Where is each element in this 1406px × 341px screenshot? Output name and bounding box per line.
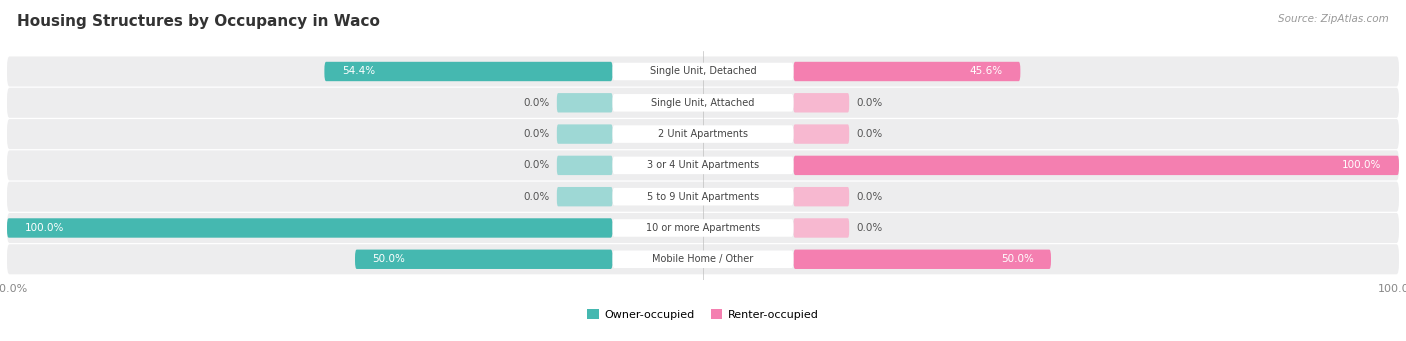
Text: 100.0%: 100.0% bbox=[24, 223, 63, 233]
Text: 54.4%: 54.4% bbox=[342, 66, 375, 76]
Text: Single Unit, Detached: Single Unit, Detached bbox=[650, 66, 756, 76]
FancyBboxPatch shape bbox=[793, 218, 849, 238]
Text: Mobile Home / Other: Mobile Home / Other bbox=[652, 254, 754, 264]
FancyBboxPatch shape bbox=[7, 218, 613, 238]
Text: 0.0%: 0.0% bbox=[523, 98, 550, 108]
Text: 0.0%: 0.0% bbox=[856, 129, 883, 139]
FancyBboxPatch shape bbox=[557, 124, 613, 144]
FancyBboxPatch shape bbox=[793, 156, 1399, 175]
Text: 10 or more Apartments: 10 or more Apartments bbox=[645, 223, 761, 233]
Text: 3 or 4 Unit Apartments: 3 or 4 Unit Apartments bbox=[647, 160, 759, 170]
Text: 100.0%: 100.0% bbox=[1343, 160, 1382, 170]
FancyBboxPatch shape bbox=[613, 219, 793, 237]
FancyBboxPatch shape bbox=[7, 182, 1399, 212]
Text: 50.0%: 50.0% bbox=[1001, 254, 1033, 264]
FancyBboxPatch shape bbox=[793, 187, 849, 206]
FancyBboxPatch shape bbox=[557, 187, 613, 206]
Legend: Owner-occupied, Renter-occupied: Owner-occupied, Renter-occupied bbox=[583, 305, 823, 324]
FancyBboxPatch shape bbox=[793, 93, 849, 113]
FancyBboxPatch shape bbox=[7, 213, 1399, 243]
FancyBboxPatch shape bbox=[613, 251, 793, 268]
FancyBboxPatch shape bbox=[613, 63, 793, 80]
Text: 45.6%: 45.6% bbox=[970, 66, 1002, 76]
FancyBboxPatch shape bbox=[7, 57, 1399, 87]
Text: 0.0%: 0.0% bbox=[523, 160, 550, 170]
Text: 0.0%: 0.0% bbox=[523, 129, 550, 139]
Text: 0.0%: 0.0% bbox=[856, 98, 883, 108]
Text: 50.0%: 50.0% bbox=[373, 254, 405, 264]
FancyBboxPatch shape bbox=[793, 250, 1052, 269]
Text: Housing Structures by Occupancy in Waco: Housing Structures by Occupancy in Waco bbox=[17, 14, 380, 29]
FancyBboxPatch shape bbox=[557, 93, 613, 113]
FancyBboxPatch shape bbox=[613, 188, 793, 205]
FancyBboxPatch shape bbox=[557, 156, 613, 175]
FancyBboxPatch shape bbox=[793, 62, 1021, 81]
FancyBboxPatch shape bbox=[7, 88, 1399, 118]
Text: Source: ZipAtlas.com: Source: ZipAtlas.com bbox=[1278, 14, 1389, 24]
Text: 0.0%: 0.0% bbox=[856, 223, 883, 233]
FancyBboxPatch shape bbox=[325, 62, 613, 81]
FancyBboxPatch shape bbox=[7, 150, 1399, 180]
FancyBboxPatch shape bbox=[613, 94, 793, 112]
FancyBboxPatch shape bbox=[613, 157, 793, 174]
Text: 0.0%: 0.0% bbox=[856, 192, 883, 202]
Text: 2 Unit Apartments: 2 Unit Apartments bbox=[658, 129, 748, 139]
FancyBboxPatch shape bbox=[613, 125, 793, 143]
FancyBboxPatch shape bbox=[793, 124, 849, 144]
Text: 0.0%: 0.0% bbox=[523, 192, 550, 202]
FancyBboxPatch shape bbox=[7, 119, 1399, 149]
Text: Single Unit, Attached: Single Unit, Attached bbox=[651, 98, 755, 108]
FancyBboxPatch shape bbox=[354, 250, 613, 269]
FancyBboxPatch shape bbox=[7, 244, 1399, 274]
Text: 5 to 9 Unit Apartments: 5 to 9 Unit Apartments bbox=[647, 192, 759, 202]
